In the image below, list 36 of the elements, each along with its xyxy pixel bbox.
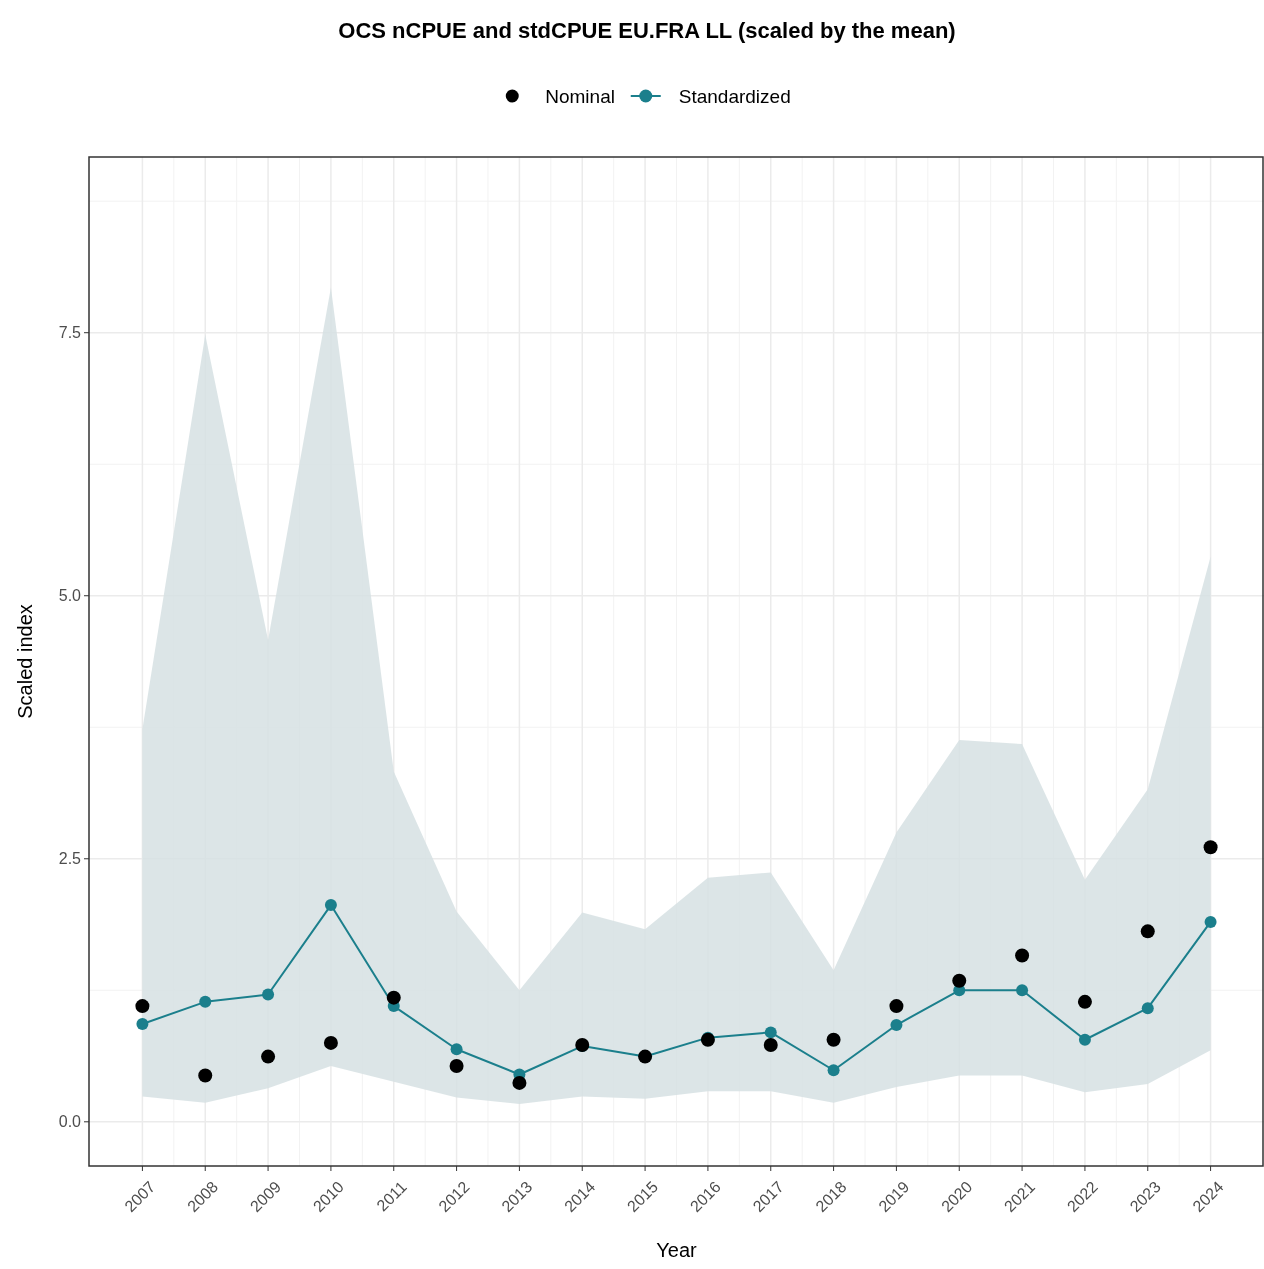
legend-label: Standardized [678, 85, 791, 107]
point [1203, 840, 1218, 855]
point [323, 1035, 338, 1050]
point [136, 1017, 149, 1030]
point [889, 999, 904, 1014]
point [827, 1064, 840, 1077]
point [450, 1043, 463, 1056]
point [199, 995, 212, 1008]
point [324, 899, 337, 912]
point [1077, 994, 1092, 1009]
point [512, 1075, 527, 1090]
point [1015, 948, 1030, 963]
chart-title: OCS nCPUE and stdCPUE EU.FRA LL (scaled by the mean) [338, 18, 956, 43]
point [262, 988, 275, 1001]
point [261, 1049, 276, 1064]
point [449, 1059, 464, 1074]
y-tick-label: 2.5 [58, 850, 82, 868]
point [198, 1068, 213, 1083]
point [952, 973, 967, 988]
point [1078, 1033, 1091, 1046]
point [826, 1032, 841, 1047]
y-tick-label: 7.5 [58, 324, 82, 342]
point [1016, 984, 1029, 997]
point [1141, 1002, 1154, 1015]
point [1204, 915, 1217, 928]
y-tick-label: 5.0 [58, 587, 82, 605]
point [890, 1019, 903, 1031]
y-tick-label: 0.0 [58, 1113, 82, 1131]
point [763, 1038, 778, 1052]
y-axis-title: Scaled index [14, 604, 36, 719]
point [764, 1026, 777, 1039]
point [1140, 924, 1155, 939]
legend-label: Nominal [545, 85, 615, 107]
point [135, 999, 150, 1014]
x-axis-title: Year [656, 1239, 698, 1261]
point [386, 990, 401, 1005]
